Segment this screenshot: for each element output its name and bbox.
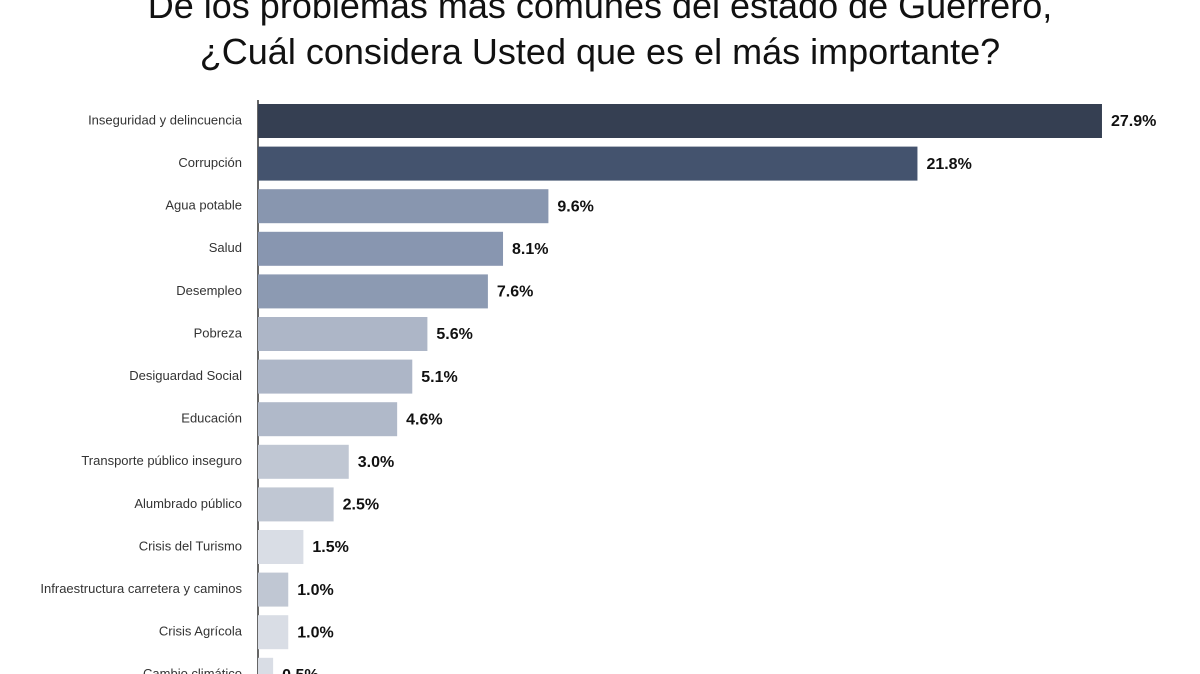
value-label: 8.1% [512, 241, 548, 258]
value-label: 9.6% [557, 198, 593, 215]
category-label: Salud [209, 240, 242, 255]
category-label: Educación [181, 411, 242, 426]
bar [258, 487, 334, 522]
bar [258, 146, 918, 181]
bar [258, 189, 549, 224]
value-label: 1.0% [297, 582, 333, 599]
category-label: Crisis del Turismo [139, 538, 242, 553]
bar [258, 402, 398, 437]
category-label: Cambio climático [143, 666, 242, 674]
category-label: Pobreza [194, 325, 243, 340]
value-label: 21.8% [926, 156, 971, 173]
bar [258, 104, 1102, 138]
category-label: Corrupción [178, 155, 242, 170]
category-label: Desempleo [176, 283, 242, 298]
bar [258, 231, 504, 266]
category-label: Crisis Agrícola [159, 624, 243, 639]
value-label: 0.5% [282, 667, 318, 674]
value-label: 7.6% [497, 284, 533, 301]
bar [258, 615, 289, 650]
bar [258, 657, 274, 674]
category-label: Transporte público inseguro [81, 453, 242, 468]
value-label: 2.5% [343, 497, 379, 514]
value-label: 1.5% [312, 539, 348, 556]
bar [258, 530, 304, 564]
value-label: 27.9% [1111, 113, 1156, 130]
category-label: Infraestructura carretera y caminos [40, 581, 242, 596]
chart-title: De los problemas más comunes del estado … [147, 0, 1053, 72]
value-label: 5.1% [421, 369, 457, 386]
bar [258, 572, 289, 607]
bar [258, 317, 428, 351]
value-label: 5.6% [436, 326, 472, 343]
bar [258, 359, 413, 394]
value-label: 3.0% [358, 454, 394, 471]
category-label: Agua potable [165, 198, 242, 213]
category-label: Alumbrado público [134, 496, 242, 511]
category-label: Inseguridad y delincuencia [88, 112, 243, 127]
bar [258, 274, 488, 309]
bar [258, 444, 349, 479]
value-label: 1.0% [297, 624, 333, 641]
category-label: Desiguardad Social [129, 368, 242, 383]
value-label: 4.6% [406, 411, 442, 428]
